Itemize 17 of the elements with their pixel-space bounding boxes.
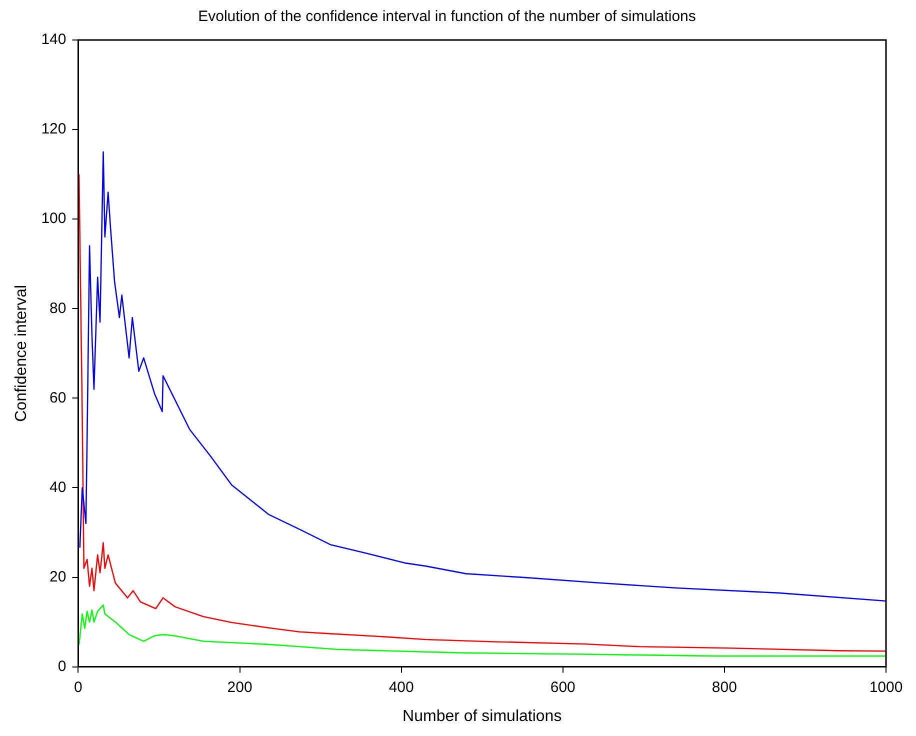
x-tick-label: 400 (388, 678, 414, 696)
y-tick-label: 100 (41, 210, 66, 228)
y-tick-label: 0 (58, 658, 66, 675)
x-tick-label: 1000 (869, 678, 903, 696)
x-tick-label: 0 (74, 678, 82, 696)
x-axis-title: Number of simulations (402, 708, 562, 725)
x-tick-label: 200 (227, 678, 252, 696)
y-tick-label: 60 (50, 389, 66, 406)
y-tick-label: 20 (50, 568, 66, 586)
y-tick-label: 140 (41, 31, 66, 48)
y-tick-label: 120 (41, 120, 66, 138)
x-tick-label: 600 (550, 678, 576, 696)
y-tick-label: 80 (50, 300, 66, 317)
chart-title: Evolution of the confidence interval in function of the number of simulations (198, 8, 696, 26)
x-tick-label: 800 (712, 678, 737, 696)
y-axis-title: Confidence interval (13, 284, 30, 422)
y-tick-label: 40 (50, 478, 66, 496)
